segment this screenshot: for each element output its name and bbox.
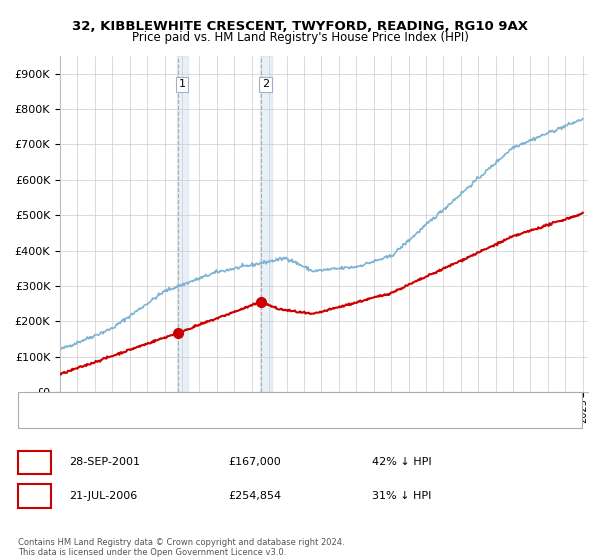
Text: 2: 2 <box>31 491 38 501</box>
Bar <box>177 56 188 392</box>
Text: 1: 1 <box>178 80 185 89</box>
Text: HPI: Average price, detached house, Wokingham: HPI: Average price, detached house, Woki… <box>66 414 304 424</box>
Text: 32, KIBBLEWHITE CRESCENT, TWYFORD, READING, RG10 9AX (detached house): 32, KIBBLEWHITE CRESCENT, TWYFORD, READI… <box>66 398 457 408</box>
Text: £167,000: £167,000 <box>228 457 281 467</box>
Text: 28-SEP-2001: 28-SEP-2001 <box>69 457 140 467</box>
Text: 21-JUL-2006: 21-JUL-2006 <box>69 491 137 501</box>
Text: 2: 2 <box>262 80 269 89</box>
Text: 31% ↓ HPI: 31% ↓ HPI <box>372 491 431 501</box>
Bar <box>260 56 272 392</box>
Text: £254,854: £254,854 <box>228 491 281 501</box>
Text: Contains HM Land Registry data © Crown copyright and database right 2024.
This d: Contains HM Land Registry data © Crown c… <box>18 538 344 557</box>
Text: 32, KIBBLEWHITE CRESCENT, TWYFORD, READING, RG10 9AX: 32, KIBBLEWHITE CRESCENT, TWYFORD, READI… <box>72 20 528 32</box>
Text: 42% ↓ HPI: 42% ↓ HPI <box>372 457 431 467</box>
Text: 1: 1 <box>31 457 38 467</box>
Text: Price paid vs. HM Land Registry's House Price Index (HPI): Price paid vs. HM Land Registry's House … <box>131 31 469 44</box>
